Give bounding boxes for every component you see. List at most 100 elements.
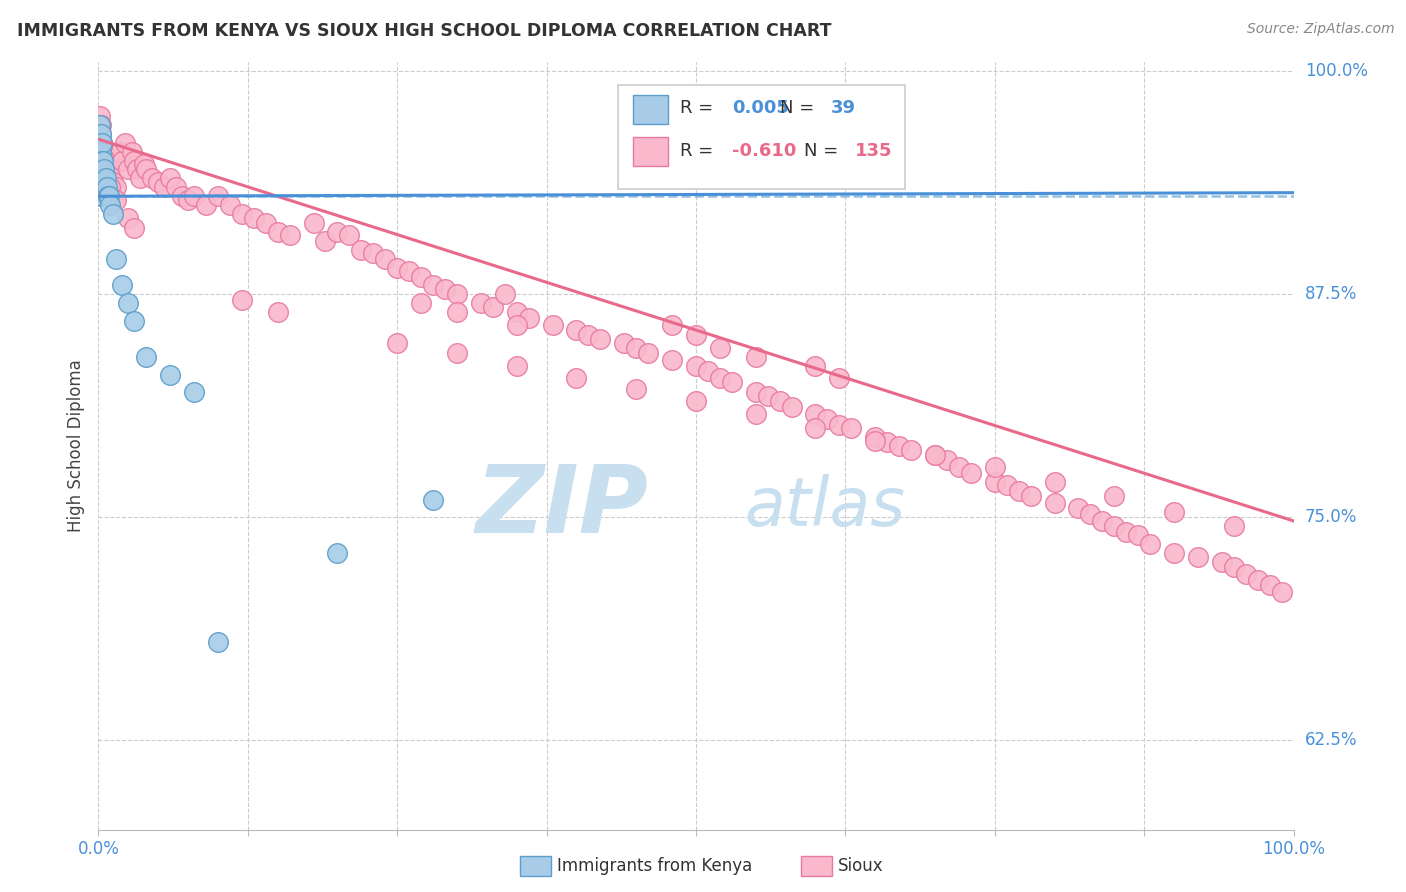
Point [89, 118, 111, 132]
Point [124, 221, 146, 235]
Point [132, 157, 155, 171]
Point [470, 296, 492, 310]
Point [124, 153, 146, 168]
Point [685, 394, 707, 409]
Point [889, 439, 911, 453]
Point [721, 375, 744, 389]
Point [411, 269, 433, 284]
Point [117, 296, 139, 310]
Point [578, 328, 600, 343]
Point [135, 162, 157, 177]
Text: Source: ZipAtlas.com: Source: ZipAtlas.com [1247, 22, 1395, 37]
Point [94, 153, 117, 168]
Point [661, 318, 683, 332]
Point [101, 175, 124, 189]
Point [98, 189, 121, 203]
Point [385, 260, 409, 275]
Point [278, 228, 301, 243]
Point [1104, 519, 1126, 533]
Point [90, 153, 112, 168]
Point [91, 136, 114, 150]
Point [697, 364, 720, 378]
Point [91, 171, 114, 186]
Point [685, 328, 707, 343]
Point [108, 145, 131, 159]
Point [105, 252, 128, 266]
Point [924, 448, 946, 462]
Point [709, 371, 731, 385]
Text: atlas: atlas [744, 475, 905, 541]
Point [385, 335, 409, 350]
Point [111, 153, 134, 168]
Point [124, 314, 146, 328]
Point [1211, 555, 1233, 569]
Point [506, 318, 529, 332]
Point [148, 175, 170, 189]
Point [422, 278, 444, 293]
Point [91, 189, 114, 203]
Text: 0.005: 0.005 [733, 100, 789, 118]
Point [94, 171, 117, 186]
Point [745, 385, 768, 400]
Point [709, 341, 731, 355]
Point [1223, 519, 1246, 533]
Point [1043, 496, 1066, 510]
Point [91, 153, 114, 168]
Point [89, 109, 111, 123]
Point [125, 162, 148, 177]
Point [637, 346, 659, 360]
Point [96, 157, 118, 171]
Point [207, 189, 229, 203]
Point [517, 310, 540, 325]
Text: N =: N = [780, 100, 820, 118]
Text: ZIP: ZIP [475, 461, 648, 553]
Point [804, 421, 827, 435]
Point [685, 359, 707, 373]
Point [91, 180, 114, 194]
Point [828, 371, 851, 385]
Point [91, 150, 114, 164]
Point [936, 453, 959, 467]
Point [117, 162, 139, 177]
Point [91, 136, 114, 150]
Point [207, 635, 229, 649]
Point [494, 287, 516, 301]
Point [541, 318, 564, 332]
Point [1115, 524, 1137, 539]
Point [114, 136, 136, 150]
Point [165, 180, 187, 194]
Point [422, 492, 444, 507]
Point [183, 189, 205, 203]
Point [231, 207, 253, 221]
Point [1163, 505, 1185, 519]
Point [90, 118, 112, 132]
Point [745, 350, 768, 364]
Point [1187, 549, 1209, 564]
Point [1128, 528, 1150, 542]
Point [96, 180, 118, 194]
Point [1163, 546, 1185, 560]
Point [876, 435, 898, 450]
Point [90, 189, 112, 203]
Point [159, 171, 181, 186]
Point [101, 207, 124, 221]
Text: Sioux: Sioux [838, 857, 883, 875]
FancyBboxPatch shape [633, 136, 668, 166]
Point [865, 434, 887, 448]
Point [1080, 507, 1102, 521]
Point [960, 466, 983, 480]
Point [446, 287, 468, 301]
Point [183, 385, 205, 400]
Point [93, 180, 115, 194]
Point [1104, 489, 1126, 503]
Point [315, 234, 337, 248]
Point [1067, 501, 1090, 516]
Point [90, 162, 112, 177]
Point [756, 389, 779, 403]
Point [111, 278, 134, 293]
Point [434, 282, 457, 296]
Point [1223, 560, 1246, 574]
Point [506, 305, 529, 319]
Point [1008, 483, 1031, 498]
Point [900, 442, 922, 457]
